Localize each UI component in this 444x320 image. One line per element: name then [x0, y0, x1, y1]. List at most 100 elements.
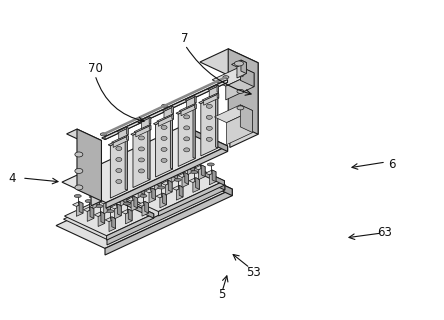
Polygon shape [140, 170, 151, 175]
Polygon shape [77, 129, 101, 201]
Polygon shape [160, 164, 167, 177]
Polygon shape [107, 199, 110, 211]
Polygon shape [163, 106, 174, 111]
Polygon shape [174, 168, 178, 179]
Ellipse shape [116, 169, 122, 172]
Ellipse shape [85, 200, 92, 203]
Ellipse shape [107, 210, 114, 213]
Ellipse shape [191, 171, 198, 174]
Polygon shape [185, 172, 189, 184]
Polygon shape [172, 114, 174, 119]
Polygon shape [123, 191, 127, 203]
Polygon shape [107, 214, 154, 240]
Polygon shape [123, 178, 134, 183]
Polygon shape [138, 201, 149, 206]
Polygon shape [135, 183, 145, 188]
Ellipse shape [116, 157, 122, 162]
Polygon shape [181, 164, 225, 190]
Text: 7: 7 [181, 31, 189, 44]
Ellipse shape [180, 165, 187, 169]
Polygon shape [173, 155, 183, 160]
Ellipse shape [123, 202, 131, 205]
Ellipse shape [237, 73, 244, 77]
Ellipse shape [158, 186, 165, 189]
Polygon shape [136, 125, 151, 137]
Ellipse shape [162, 104, 168, 107]
Ellipse shape [174, 178, 181, 181]
Polygon shape [159, 115, 174, 126]
Polygon shape [173, 185, 183, 190]
Polygon shape [76, 204, 83, 216]
Ellipse shape [136, 176, 143, 179]
Polygon shape [212, 67, 254, 86]
Polygon shape [181, 104, 196, 116]
Polygon shape [108, 137, 127, 146]
Text: 4: 4 [8, 172, 16, 185]
Ellipse shape [184, 126, 190, 130]
Polygon shape [111, 135, 128, 143]
Text: 70: 70 [87, 61, 103, 75]
Polygon shape [107, 185, 225, 245]
Ellipse shape [139, 136, 144, 140]
Polygon shape [141, 183, 145, 195]
Ellipse shape [102, 192, 109, 195]
Polygon shape [127, 135, 128, 140]
Polygon shape [228, 49, 258, 134]
Polygon shape [117, 204, 121, 216]
Ellipse shape [161, 125, 167, 129]
Polygon shape [196, 178, 199, 189]
Polygon shape [149, 125, 151, 130]
Ellipse shape [112, 197, 119, 200]
Polygon shape [210, 172, 216, 185]
Ellipse shape [206, 137, 212, 141]
Polygon shape [63, 164, 225, 239]
Polygon shape [230, 63, 258, 148]
Polygon shape [176, 105, 195, 114]
Polygon shape [188, 162, 194, 175]
Polygon shape [178, 106, 195, 166]
Ellipse shape [147, 181, 154, 184]
Polygon shape [111, 204, 121, 209]
Ellipse shape [75, 168, 83, 173]
Polygon shape [138, 185, 145, 198]
Text: 53: 53 [246, 266, 260, 278]
Polygon shape [149, 117, 151, 124]
Polygon shape [95, 194, 99, 205]
Polygon shape [122, 209, 132, 214]
Polygon shape [64, 194, 154, 236]
Polygon shape [128, 209, 132, 221]
Polygon shape [152, 188, 155, 200]
Ellipse shape [161, 158, 167, 163]
Ellipse shape [161, 148, 167, 151]
Polygon shape [217, 85, 218, 92]
Polygon shape [179, 185, 183, 197]
Polygon shape [115, 206, 121, 219]
Polygon shape [156, 163, 167, 167]
Polygon shape [79, 202, 83, 213]
Polygon shape [198, 95, 218, 104]
Polygon shape [194, 96, 196, 103]
Polygon shape [105, 189, 232, 255]
Polygon shape [141, 117, 151, 129]
Polygon shape [163, 163, 167, 174]
Polygon shape [237, 63, 246, 78]
Polygon shape [101, 212, 105, 223]
Polygon shape [159, 181, 224, 216]
Ellipse shape [129, 189, 136, 192]
Polygon shape [72, 202, 83, 206]
Polygon shape [117, 127, 128, 132]
Polygon shape [162, 180, 172, 185]
Polygon shape [194, 165, 205, 170]
Polygon shape [183, 125, 228, 151]
Ellipse shape [142, 163, 149, 166]
Polygon shape [184, 160, 194, 165]
Polygon shape [167, 168, 178, 172]
Ellipse shape [206, 126, 212, 130]
Polygon shape [127, 180, 134, 193]
Polygon shape [62, 125, 228, 203]
Ellipse shape [139, 158, 144, 162]
Polygon shape [144, 172, 151, 185]
Polygon shape [83, 207, 94, 212]
Ellipse shape [163, 173, 170, 176]
Polygon shape [185, 96, 196, 101]
